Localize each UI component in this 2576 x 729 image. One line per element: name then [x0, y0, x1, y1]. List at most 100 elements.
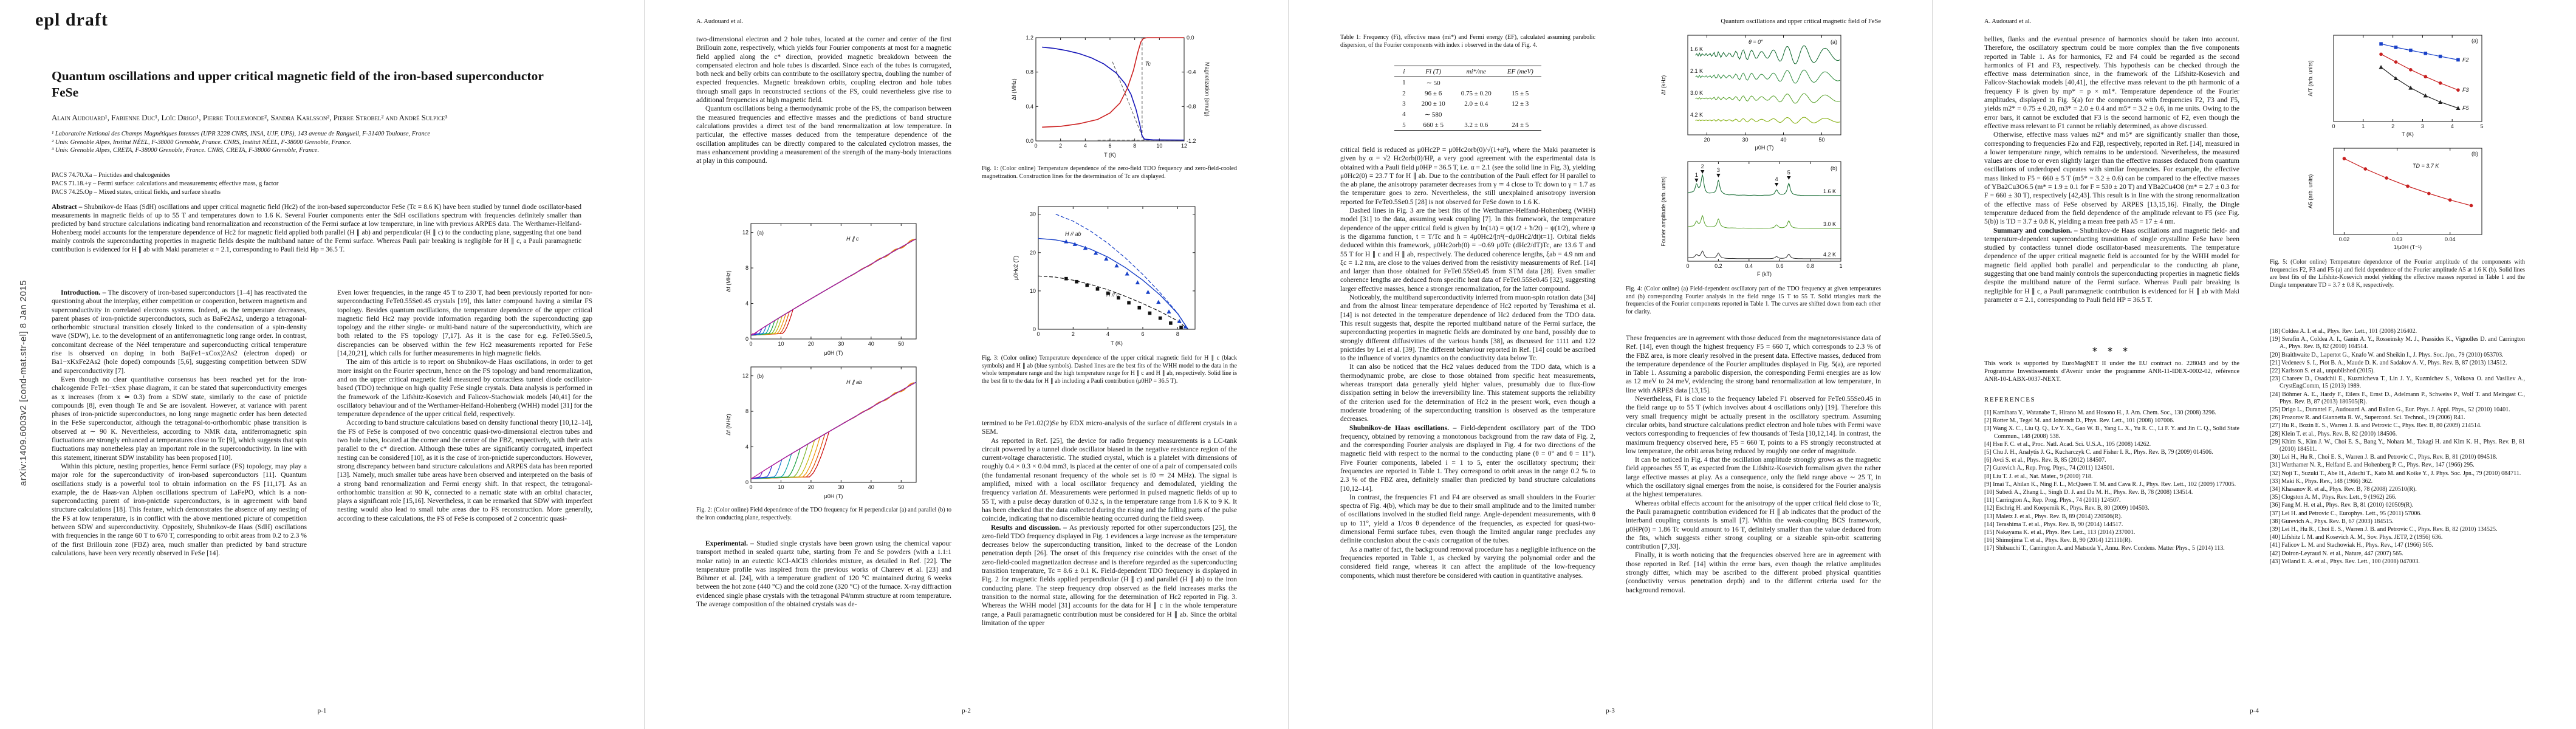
svg-text:Magnetization (emu/g): Magnetization (emu/g): [1204, 62, 1210, 117]
abstract-text: Shubnikov-de Haas (SdH) oscillations and…: [52, 204, 581, 253]
figure5-panel-b-plot: 0.02 0.03 0.04 TD = 3.7 K (b) 1/μ0H (T⁻¹) A5 (…: [2304, 143, 2490, 254]
svg-text:Δf (kHz): Δf (kHz): [1660, 75, 1667, 95]
paragraph: [13] Maletz J. et al., Phys. Rev. B, 89 …: [1984, 513, 2122, 520]
page2-right-text: termined to be Fe1.02(2)Se by EDX micro-…: [982, 419, 1237, 690]
svg-text:T (K): T (K): [2402, 131, 2414, 137]
svg-text:4: 4: [1106, 331, 1109, 337]
figure4-caption: Fig. 4: (Color online) (a) Field-depende…: [1626, 286, 1881, 315]
paragraph: PACS 74.70.Xa – Pnictides and chalcogeni…: [52, 172, 171, 179]
svg-text:30: 30: [1030, 211, 1036, 217]
svg-text:0.03: 0.03: [2392, 236, 2403, 242]
svg-text:H ∥ c: H ∥ c: [846, 236, 859, 242]
paragraph: [29] Khim S., Kim J. W., Choi E. S., Ban…: [2270, 438, 2525, 453]
paragraph: ³ Univ. Grenoble Alpes, CRETA, F-38000 G…: [52, 147, 320, 154]
svg-text:3.0 K: 3.0 K: [1823, 221, 1836, 227]
svg-text:12: 12: [1181, 143, 1187, 149]
svg-text:1: 1: [1839, 263, 1842, 269]
page1-left-column: Introduction. – The discovery of iron-ba…: [52, 289, 307, 690]
paragraph: [4] Hsu F. C. et al., Proc. Natl. Acad. …: [1984, 440, 2151, 448]
paragraph: [6] Avci S. et al., Phys. Rev. B, 85 (20…: [1984, 457, 2106, 464]
svg-text:3.0 K: 3.0 K: [1690, 90, 1703, 96]
svg-text:1.6 K: 1.6 K: [1690, 46, 1703, 52]
paragraph: [7] Gurevich A., Rep. Prog. Phys., 74 (2…: [1984, 465, 2114, 472]
svg-text:H ∥ ab: H ∥ ab: [846, 379, 862, 385]
abstract: Abstract – Shubnikov-de Haas (SdH) oscil…: [52, 203, 581, 254]
svg-text:H // ab: H // ab: [1065, 231, 1081, 237]
svg-text:1.2: 1.2: [1026, 35, 1033, 41]
svg-text:0.6: 0.6: [1776, 263, 1784, 269]
svg-text:(b): (b): [1831, 165, 1837, 171]
paragraph: [31] Werthamer N. R., Helfand E. and Hoh…: [2270, 462, 2475, 469]
page2-left-top-text: two-dimensional electron and 2 hole tube…: [696, 35, 951, 214]
figure5-caption: Fig. 5: (Color online) Temperature depen…: [2270, 259, 2525, 289]
svg-text:2.1 K: 2.1 K: [1690, 68, 1703, 74]
svg-text:0: 0: [745, 479, 748, 485]
svg-text:2: 2: [1072, 331, 1075, 337]
page-3: Quantum oscillations and upper critical …: [1288, 0, 1932, 729]
references-right-column: [18] Coldea A. I. et al., Phys. Rev. Let…: [2270, 328, 2525, 690]
paragraph: Results and discussion. – As previously …: [982, 524, 1237, 627]
running-head: Quantum oscillations and upper critical …: [1721, 18, 1881, 25]
paragraph: [16] Shimojima T. et al., Phys. Rev. B, …: [1984, 537, 2132, 544]
svg-text:Δf (MHz): Δf (MHz): [725, 414, 731, 436]
svg-text:20: 20: [808, 341, 814, 347]
paragraph: ² Univ. Grenoble Alpes, Institut NÉEL, F…: [52, 139, 352, 146]
svg-text:Δf (MHz): Δf (MHz): [725, 270, 731, 292]
svg-text:H // c: H // c: [1106, 292, 1120, 298]
svg-text:40: 40: [868, 484, 874, 490]
svg-text:(b): (b): [757, 373, 764, 379]
page3-right-text: These frequencies are in agreement with …: [1626, 334, 1881, 690]
svg-text:4: 4: [745, 444, 748, 450]
svg-text:1: 1: [2362, 123, 2365, 129]
svg-text:T (K): T (K): [1111, 340, 1123, 346]
svg-text:θ = 0°: θ = 0°: [1749, 39, 1763, 45]
paragraph: [12] Eschrig H. and Koepernik K., Phys. …: [1984, 505, 2150, 512]
figure1-caption: Fig. 1: (Color online) Temperature depen…: [982, 165, 1237, 180]
paragraph: It can also be noticed that the Hc2 valu…: [1340, 363, 1595, 423]
paper-title: Quantum oscillations and upper critical …: [52, 69, 544, 100]
svg-text:0: 0: [1686, 263, 1689, 269]
paragraph: [38] Gurevich A., Phys. Rev. B, 67 (2003…: [2270, 518, 2394, 525]
svg-text:0.4: 0.4: [1745, 263, 1753, 269]
paragraph: The aim of this article is to report on …: [337, 358, 592, 419]
paragraph: [11] Carrington A., Rep. Prog. Phys., 74…: [1984, 497, 2121, 504]
svg-text:(b): (b): [2472, 151, 2478, 157]
paragraph: [23] Chareev D., Osadchii E., Kuzmicheva…: [2270, 375, 2525, 390]
page-number: p-3: [1606, 707, 1615, 714]
paragraph: [42] Doiron-Leyraud N. et al., Nature, 4…: [2270, 550, 2403, 557]
figure2-panel-a-plot: 0 10 20 30 40 50 0 4 8 12 (a) H ∥ c μ0H (T) Δf (MHz): [722, 217, 926, 358]
svg-text:30: 30: [1742, 137, 1748, 143]
paragraph: ¹ Laboratoire National des Champs Magnét…: [52, 131, 431, 137]
paragraph: PACS 71.18.+y – Fermi surface: calculati…: [52, 180, 279, 187]
svg-text:2: 2: [2391, 123, 2394, 129]
svg-text:4: 4: [745, 301, 748, 307]
svg-text:0: 0: [1036, 331, 1040, 337]
svg-text:0.02: 0.02: [2339, 236, 2350, 242]
svg-text:Tc: Tc: [1145, 61, 1151, 67]
svg-text:30: 30: [838, 341, 844, 347]
svg-text:8: 8: [1133, 143, 1136, 149]
svg-text:4: 4: [1775, 176, 1778, 182]
svg-text:TD = 3.7 K: TD = 3.7 K: [2413, 163, 2439, 169]
running-head: A. Audouard et al.: [696, 18, 744, 25]
svg-text:5: 5: [1787, 169, 1790, 176]
paragraph: [22] Karlsson S. et al., unpublished (20…: [2270, 368, 2375, 375]
references-left-column: [1] Kamihara Y., Watanabe T., Hirano M. …: [1984, 409, 2239, 690]
paragraph: [20] Braithwaite D., Lapertot G., Knafo …: [2270, 351, 2504, 358]
running-head: A. Audouard et al.: [1984, 18, 2032, 25]
svg-text:Δf (MHz): Δf (MHz): [1011, 78, 1017, 100]
paragraph: [1] Kamihara Y., Watanabe T., Hirano M. …: [1984, 409, 2216, 416]
page-2: A. Audouard et al. two-dimensional elect…: [644, 0, 1288, 729]
paragraph: Dashed lines in Fig. 3 are the best fits…: [1340, 207, 1595, 293]
svg-text:4.2 K: 4.2 K: [1690, 112, 1703, 118]
page-4: A. Audouard et al. bellies, flanks and t…: [1932, 0, 2576, 729]
paragraph: [43] Yelland E. A. et al., Phys. Rev. Le…: [2270, 558, 2420, 565]
paragraph: [39] Lei H., Hu R., Choi E. S., Warren J…: [2270, 526, 2498, 533]
paragraph: Nevertheless, F1 is close to the frequen…: [1626, 395, 1881, 455]
svg-text:12: 12: [742, 230, 748, 236]
svg-text:0.8: 0.8: [1026, 69, 1033, 75]
paragraph: [35] Clogston A. M., Phys. Rev. Lett., 9…: [2270, 494, 2397, 501]
paragraph: [9] Imai T., Ahilan K., Ning F. L., McQu…: [1984, 481, 2236, 488]
paragraph: [2] Rotter M., Tegel M. and Johrendt D.,…: [1984, 417, 2174, 425]
